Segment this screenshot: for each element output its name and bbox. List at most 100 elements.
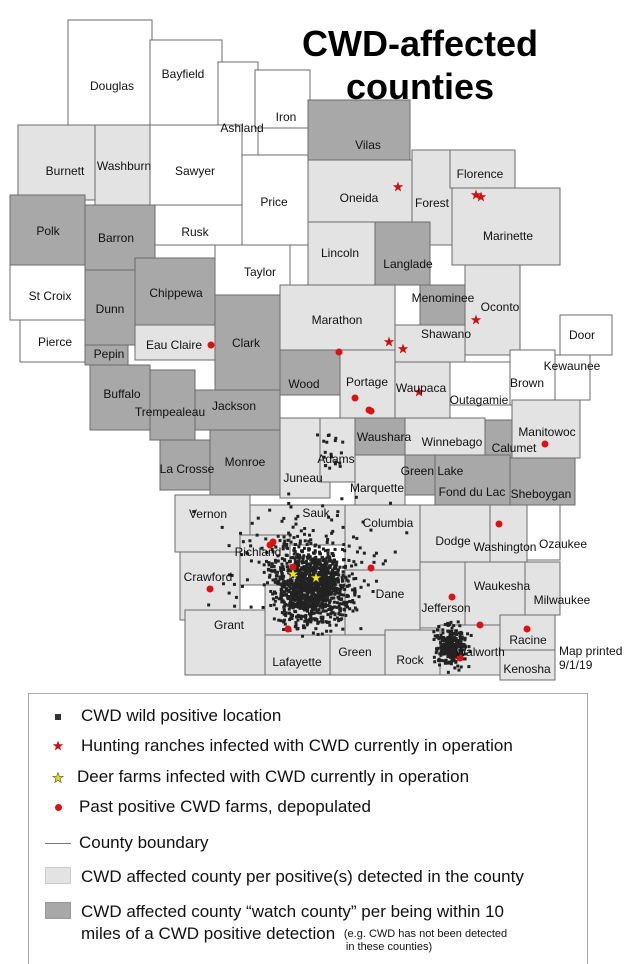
wild-positive-point — [310, 612, 314, 616]
wild-positive-point — [293, 562, 297, 566]
wild-positive-point — [446, 649, 450, 653]
wild-positive-point — [296, 598, 300, 602]
wild-positive-point — [304, 614, 308, 618]
wild-positive-point — [308, 575, 312, 579]
wild-positive-point — [327, 515, 331, 519]
wild-positive-point — [280, 598, 284, 602]
county-ozaukee — [526, 504, 561, 561]
wild-positive-point — [437, 625, 441, 629]
wild-positive-point — [441, 642, 445, 646]
wild-positive-point — [302, 554, 306, 558]
wild-positive-point — [325, 440, 329, 444]
wild-positive-point — [311, 607, 315, 611]
county-marathon — [279, 284, 396, 351]
wild-positive-point — [442, 638, 446, 642]
county-buffalo — [89, 364, 151, 431]
wild-positive-point — [293, 543, 297, 547]
wild-positive-point — [291, 587, 295, 591]
wild-positive-point — [345, 602, 349, 606]
wild-positive-point — [308, 533, 312, 537]
county-chippewa — [134, 257, 216, 326]
wild-positive-point — [355, 536, 359, 540]
wild-positive-point — [286, 579, 290, 583]
wild-positive-point — [316, 558, 320, 562]
wild-positive-point — [316, 602, 320, 606]
county-menominee — [419, 284, 466, 326]
wild-positive-point — [268, 508, 272, 512]
wild-positive-point — [257, 560, 261, 564]
wild-positive-point — [309, 574, 313, 578]
wild-positive-point — [276, 580, 280, 584]
wild-positive-point — [463, 657, 467, 661]
wild-positive-point — [318, 583, 322, 587]
wild-positive-point — [326, 538, 330, 542]
square-icon — [55, 714, 61, 720]
wild-positive-point — [336, 510, 340, 514]
wild-positive-point — [316, 433, 320, 437]
wild-positive-point — [453, 647, 457, 651]
wild-positive-point — [264, 537, 268, 541]
county-label: Pepin — [94, 347, 125, 361]
wild-positive-point — [281, 565, 285, 569]
wild-positive-point — [446, 638, 450, 642]
wild-positive-point — [450, 626, 454, 630]
wild-positive-point — [269, 589, 273, 593]
wild-positive-point — [324, 620, 328, 624]
wild-positive-point — [299, 617, 303, 621]
wild-positive-point — [340, 602, 344, 606]
wild-positive-point — [313, 550, 317, 554]
wild-positive-point — [456, 620, 460, 624]
wild-positive-point — [290, 575, 294, 579]
wild-positive-point — [305, 623, 309, 627]
wild-positive-point — [270, 565, 274, 569]
wild-positive-point — [312, 596, 316, 600]
wild-positive-point — [286, 569, 290, 573]
wild-positive-point — [333, 572, 337, 576]
wild-positive-point — [331, 541, 335, 545]
wild-positive-point — [463, 638, 467, 642]
wild-positive-point — [289, 505, 293, 509]
wild-positive-point — [343, 587, 347, 591]
wild-positive-point — [318, 550, 322, 554]
wild-positive-point — [304, 599, 308, 603]
wild-positive-point — [454, 660, 458, 664]
wild-positive-point — [374, 551, 378, 555]
wild-positive-point — [281, 585, 285, 589]
wild-positive-point — [460, 651, 464, 655]
wild-positive-point — [328, 590, 332, 594]
wild-positive-point — [331, 561, 335, 565]
wild-positive-point — [324, 534, 328, 538]
wild-positive-point — [264, 559, 268, 563]
wild-positive-point — [340, 497, 344, 501]
county-label: Pierce — [38, 335, 72, 349]
county-label: Waushara — [357, 430, 412, 444]
wild-positive-point — [457, 644, 461, 648]
wild-positive-point — [290, 590, 294, 594]
wild-positive-point — [324, 584, 328, 588]
wild-positive-point — [405, 531, 409, 535]
wild-positive-point — [309, 558, 313, 562]
county-label: Portage — [346, 375, 388, 389]
county-label: Adams — [317, 452, 354, 466]
hunting-ranch-star — [397, 343, 409, 354]
county-polk — [9, 194, 86, 266]
wild-positive-point — [451, 647, 455, 651]
wild-positive-point — [294, 578, 298, 582]
county-label: Outagamie — [450, 393, 509, 407]
wild-positive-point — [341, 573, 345, 577]
wild-positive-point — [305, 590, 309, 594]
wild-positive-point — [319, 570, 323, 574]
wild-positive-point — [461, 648, 465, 652]
county-vernon — [174, 494, 251, 553]
wild-positive-point — [275, 570, 279, 574]
wild-positive-point — [305, 555, 309, 559]
wild-positive-point — [330, 610, 334, 614]
county-label: Lincoln — [321, 246, 359, 260]
wild-positive-point — [450, 640, 454, 644]
county-label: Grant — [214, 618, 245, 632]
note-line-1: (e.g. CWD has not been detected — [343, 928, 508, 940]
county-label: Waukesha — [474, 579, 531, 593]
wild-positive-point — [333, 462, 337, 466]
wild-positive-point — [322, 595, 326, 599]
wild-positive-point — [313, 593, 317, 597]
